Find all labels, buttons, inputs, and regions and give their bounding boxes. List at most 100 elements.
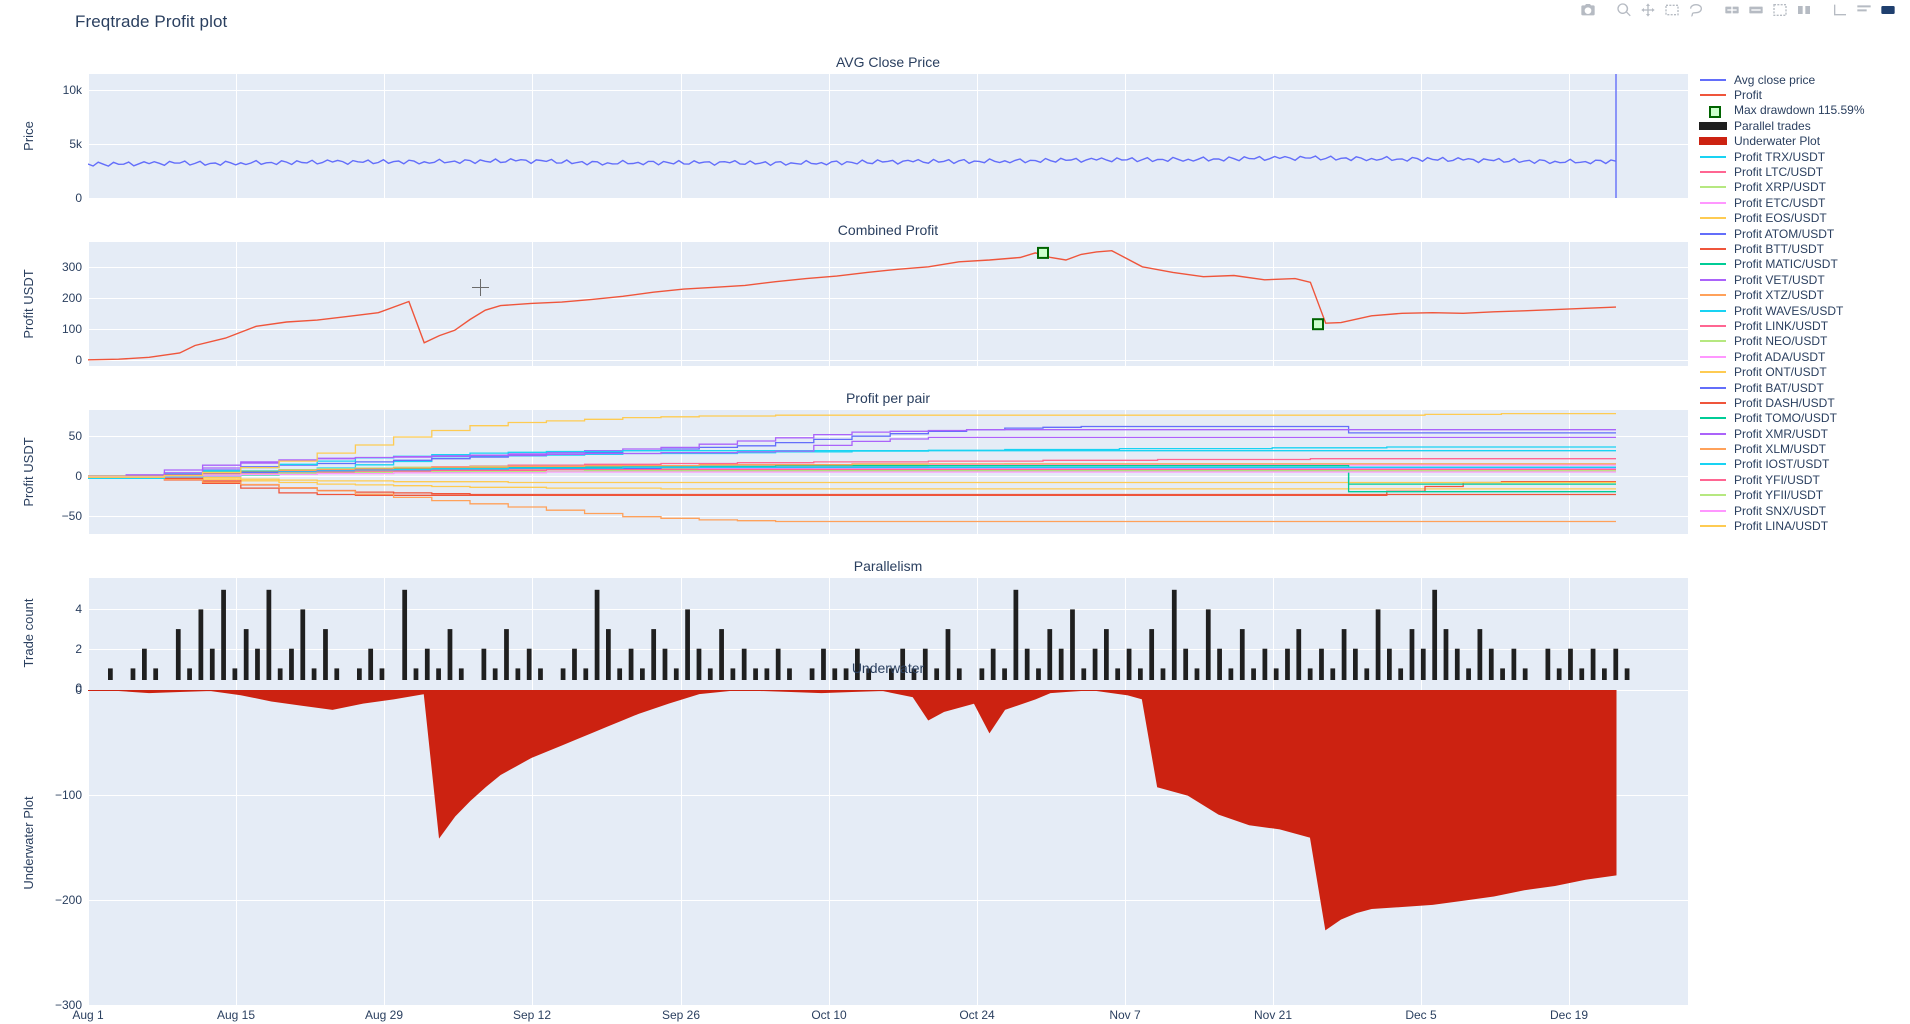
gridline: [88, 680, 89, 1005]
bar: [809, 668, 815, 688]
gridline: [1569, 74, 1570, 198]
legend[interactable]: Avg close price Profit Max drawdown 115.59…: [1698, 72, 1865, 534]
lasso-select-icon[interactable]: [1685, 1, 1707, 19]
gridline: [88, 242, 89, 366]
plot-area[interactable]: [88, 242, 1688, 366]
legend-item[interactable]: Profit TOMO/USDT: [1698, 411, 1865, 426]
gridline: [384, 242, 385, 366]
legend-swatch-icon: [1698, 88, 1728, 102]
legend-item[interactable]: Profit LINK/USDT: [1698, 318, 1865, 333]
hover-closest-icon[interactable]: [1877, 1, 1899, 19]
x-axis-tick-label: Aug 1: [72, 1008, 104, 1022]
legend-item[interactable]: Profit NEO/USDT: [1698, 334, 1865, 349]
gridline: [532, 578, 533, 688]
legend-item[interactable]: Profit ETC/USDT: [1698, 195, 1865, 210]
plot-area[interactable]: [88, 74, 1688, 198]
y-axis-tick: 100: [61, 321, 82, 336]
bar: [1217, 648, 1222, 688]
bar: [492, 668, 498, 688]
subplot-title: Underwater: [851, 660, 925, 676]
bar: [311, 668, 317, 688]
legend-swatch-icon: [1698, 504, 1728, 518]
bar: [945, 629, 951, 688]
legend-item[interactable]: Profit IOST/USDT: [1698, 457, 1865, 472]
gridline: [532, 74, 533, 198]
legend-label: Profit NEO/USDT: [1734, 334, 1828, 349]
legend-item[interactable]: Profit YFI/USDT: [1698, 472, 1865, 487]
y-axis-tick: −300: [54, 998, 82, 1012]
legend-item[interactable]: Profit LINA/USDT: [1698, 518, 1865, 533]
legend-item[interactable]: Profit XMR/USDT: [1698, 426, 1865, 441]
bar: [990, 648, 996, 688]
legend-item[interactable]: Max drawdown 115.59%: [1698, 103, 1865, 119]
legend-item[interactable]: Profit ATOM/USDT: [1698, 226, 1865, 241]
legend-item[interactable]: Profit EOS/USDT: [1698, 211, 1865, 226]
gridline: [88, 90, 1688, 92]
legend-item[interactable]: Profit YFII/USDT: [1698, 488, 1865, 503]
legend-swatch-icon: [1698, 381, 1728, 395]
bar: [458, 668, 464, 688]
pan-icon[interactable]: [1637, 1, 1659, 19]
zoom-out-icon[interactable]: [1745, 1, 1767, 19]
bar: [504, 629, 509, 688]
legend-swatch-icon: [1698, 365, 1728, 379]
zoom-icon[interactable]: [1613, 1, 1635, 19]
zoom-in-icon[interactable]: [1721, 1, 1743, 19]
bar: [436, 668, 441, 688]
gridline: [1421, 242, 1422, 366]
bar: [209, 648, 215, 688]
autoscale-icon[interactable]: [1769, 1, 1791, 19]
bar: [277, 668, 283, 688]
legend-item[interactable]: Profit: [1698, 87, 1865, 102]
bar: [979, 668, 985, 688]
y-axis-label: Price: [21, 121, 36, 151]
legend-item[interactable]: Profit DASH/USDT: [1698, 395, 1865, 410]
bar: [1081, 668, 1087, 688]
legend-item[interactable]: Profit XLM/USDT: [1698, 441, 1865, 456]
legend-item[interactable]: Profit WAVES/USDT: [1698, 303, 1865, 318]
spike-lines-icon[interactable]: [1829, 1, 1851, 19]
x-axis-tick-label: Oct 10: [811, 1008, 847, 1022]
legend-label: Profit XTZ/USDT: [1734, 288, 1825, 303]
y-axis-label: Profit USDT: [21, 269, 36, 339]
bar: [1205, 609, 1211, 688]
bar: [357, 668, 362, 688]
x-axis-tick: Sep 12: [513, 1008, 551, 1022]
legend-item[interactable]: Profit TRX/USDT: [1698, 149, 1865, 164]
legend-item[interactable]: Profit LTC/USDT: [1698, 164, 1865, 179]
plot-area[interactable]: [88, 578, 1688, 688]
legend-item[interactable]: Profit ADA/USDT: [1698, 349, 1865, 364]
bar: [1420, 648, 1426, 688]
gridline: [681, 578, 682, 688]
legend-item[interactable]: Profit XTZ/USDT: [1698, 287, 1865, 302]
legend-item[interactable]: Underwater Plot: [1698, 134, 1865, 149]
legend-item[interactable]: Profit ONT/USDT: [1698, 364, 1865, 379]
series-path: [88, 466, 1616, 485]
bar: [651, 629, 657, 688]
box-select-icon[interactable]: [1661, 1, 1683, 19]
legend-item[interactable]: Profit XRP/USDT: [1698, 180, 1865, 195]
x-axis-tick-label: Nov 21: [1253, 1008, 1293, 1022]
bar: [1443, 629, 1449, 688]
legend-item[interactable]: Profit BAT/USDT: [1698, 380, 1865, 395]
plotly-modebar[interactable]: [1570, 0, 1906, 20]
hover-compare-icon[interactable]: [1853, 1, 1875, 19]
legend-item[interactable]: Parallel trades: [1698, 118, 1865, 133]
bar: [1194, 668, 1200, 688]
plot-area[interactable]: [88, 680, 1688, 1005]
bar: [515, 668, 521, 688]
plot-area[interactable]: [88, 410, 1688, 534]
x-axis-tick-label: Dec 5: [1405, 1008, 1437, 1022]
legend-item[interactable]: Profit BTT/USDT: [1698, 241, 1865, 256]
bar: [1171, 589, 1177, 688]
legend-item[interactable]: Profit MATIC/USDT: [1698, 257, 1865, 272]
legend-label: Profit MATIC/USDT: [1734, 257, 1838, 272]
legend-item[interactable]: Profit VET/USDT: [1698, 272, 1865, 287]
camera-icon[interactable]: [1577, 1, 1599, 19]
legend-label: Profit YFI/USDT: [1734, 472, 1820, 487]
reset-axes-icon[interactable]: [1793, 1, 1815, 19]
subplot-combined-profit: Combined Profit Profit USDT 0 100 200 300: [21, 222, 1688, 367]
legend-item[interactable]: Profit SNX/USDT: [1698, 503, 1865, 518]
legend-item[interactable]: Avg close price: [1698, 72, 1865, 87]
